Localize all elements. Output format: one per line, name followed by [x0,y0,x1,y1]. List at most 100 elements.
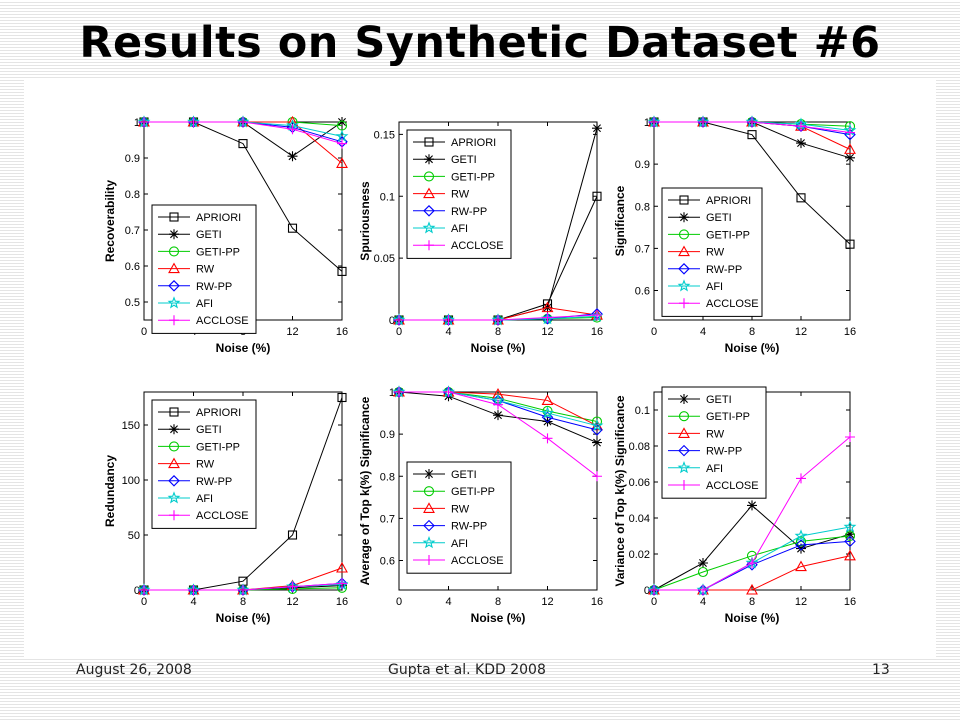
legend-label: APRIORI [451,137,496,149]
legend-item-geti-pp: GETI-PP [668,229,750,241]
data-point [592,437,602,448]
x-axis-label: Noise (%) [471,341,526,355]
data-point [747,558,757,568]
footer-page-number: 13 [872,662,890,678]
legend-marker-square [169,407,179,417]
legend: APRIORI GETI GETI-PP RW RW-PP AFI ACCLOSE [151,399,257,529]
y-tick-label: 0.7 [125,225,140,237]
data-point [394,315,404,325]
x-tick-label: 4 [445,326,451,338]
legend-marker-circle [678,229,690,240]
legend-label: GETI [451,154,477,166]
legend-item-acclose: ACCLOSE [158,510,249,522]
legend-label: GETI-PP [706,411,750,423]
y-tick-label: 0.04 [629,513,650,525]
legend-label: GETI-PP [706,229,750,241]
y-tick-label: 0.6 [635,286,650,298]
y-tick-label: 0.05 [374,253,395,265]
y-tick-label: 1 [389,387,395,399]
x-axis-label: Noise (%) [725,611,780,625]
x-tick-label: 16 [336,326,348,338]
legend-marker-asterisk [169,424,179,435]
legend-label: GETI [706,394,732,406]
y-tick-label: 0.1 [380,191,395,203]
legend-item-rw: RW [413,187,470,201]
x-tick-label: 4 [700,326,706,338]
data-point [493,410,503,421]
x-tick-label: 4 [190,596,196,608]
data-point [493,315,503,325]
data-point [443,387,454,397]
legend: APRIORI GETI GETI-PP RW RW-PP AFI ACCLOSE [406,129,512,259]
footer-citation: Gupta et al. KDD 2008 [388,662,546,678]
legend-label: AFI [196,298,213,310]
legend-marker-triangle [168,457,180,469]
data-point [139,117,149,127]
data-point [493,399,503,410]
legend-marker-plus [424,240,434,251]
data-point [337,138,347,149]
y-tick-label: 0.02 [629,549,650,561]
y-tick-label: 0.6 [125,261,140,273]
legend-item-rw-pp: RW-PP [668,444,742,458]
y-tick-label: 0.08 [629,441,650,453]
data-point [845,529,855,540]
data-point [590,418,604,432]
legend-marker-asterisk [679,212,689,223]
legend-item-geti-pp: GETI-PP [158,246,240,258]
legend-marker-diamond [168,475,180,487]
y-tick-label: 0.8 [125,189,140,201]
legend-item-rw-pp: RW-PP [158,280,232,293]
legend-label: RW-PP [451,521,487,533]
legend-label: RW-PP [196,476,232,488]
legend-marker-circle [168,441,180,452]
legend-marker-asterisk [169,229,179,240]
series-acclose [139,578,347,595]
data-point [698,585,708,595]
legend-marker-diamond [423,519,435,532]
data-point [287,223,298,233]
legend-label: GETI [196,424,222,436]
legend-item-rw-pp: RW-PP [413,519,487,533]
data-point [795,560,807,572]
x-tick-label: 16 [591,596,603,608]
series-acclose [394,310,602,325]
legend-marker-square [679,195,689,205]
x-tick-label: 16 [336,596,348,608]
legend-marker-plus [424,555,434,565]
x-tick-label: 12 [795,596,807,608]
y-tick-label: 50 [128,530,140,542]
data-point [541,411,554,424]
x-tick-label: 0 [651,326,657,338]
legend-item-geti: GETI [158,229,222,241]
legend-label: RW [451,189,470,201]
legend-box [151,204,257,334]
legend-label: AFI [706,463,723,475]
legend-label: RW-PP [451,206,487,218]
legend-marker-plus [679,480,689,490]
legend-item-acclose: ACCLOSE [668,298,759,310]
y-axis-label: Significance [613,185,627,256]
legend-label: ACCLOSE [196,315,249,327]
legend-item-apriori: APRIORI [668,195,751,207]
legend-marker-triangle [678,245,690,257]
data-point [794,529,808,542]
figure-panel: 0 4 8 12 16 0.5 0.6 0.7 0.8 0.9 1 Noise (%) Recovera… [24,80,936,658]
y-tick-label: 0 [389,315,395,327]
x-tick-label: 12 [795,326,807,338]
y-tick-label: 1 [134,117,140,129]
legend-label: ACCLOSE [451,240,504,252]
legend-label: APRIORI [196,407,241,419]
legend-marker-diamond [678,444,690,457]
legend: GETI GETI-PP RW RW-PP AFI ACCLOSE [661,386,767,499]
series-acclose [649,432,855,595]
legend-item-rw: RW [158,457,215,471]
data-point [542,416,553,427]
footer-date: August 26, 2008 [76,662,192,678]
y-tick-label: 0 [644,585,650,597]
legend-item-geti: GETI [413,154,477,166]
data-point [541,406,554,419]
legend-item-geti: GETI [668,212,732,224]
legend-box [661,386,767,499]
data-point [843,520,857,533]
